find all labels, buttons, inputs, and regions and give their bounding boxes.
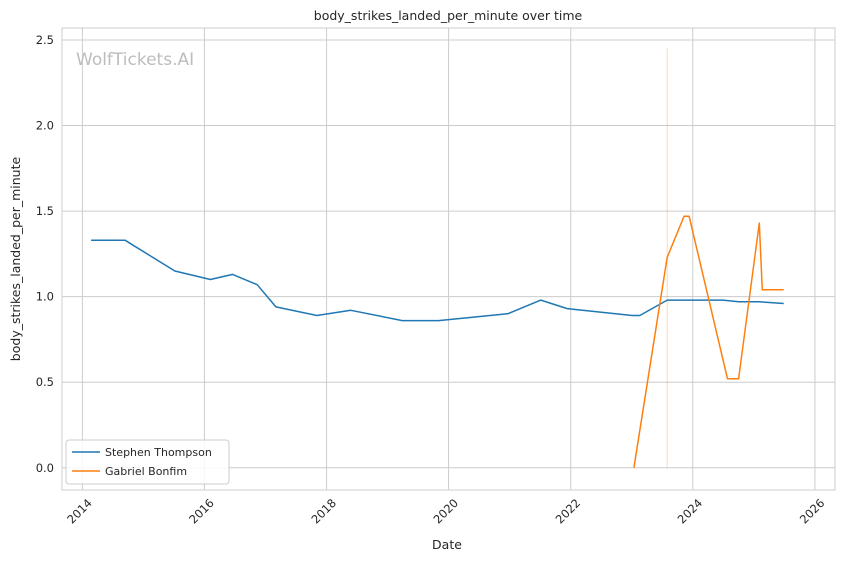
series-line-gabriel-bonfim xyxy=(633,215,784,468)
y-tick-label: 0.5 xyxy=(36,375,54,389)
series-line-stephen-thompson xyxy=(91,239,784,322)
x-axis-label: Date xyxy=(432,537,462,552)
y-tick-label: 0.0 xyxy=(36,461,54,475)
x-tick-labels: 2014 2016 2018 2020 2022 2024 2026 xyxy=(64,496,827,527)
x-tick-label: 2024 xyxy=(675,496,706,527)
y-tick-label: 1.5 xyxy=(36,204,54,218)
x-tick-label: 2014 xyxy=(64,496,95,527)
x-tick-label: 2018 xyxy=(308,496,339,527)
legend-box xyxy=(65,439,230,485)
y-tick-label: 2.0 xyxy=(36,119,54,133)
series-lines xyxy=(91,48,784,468)
x-tick-label: 2026 xyxy=(797,496,828,527)
watermark: WolfTickets.AI xyxy=(76,50,194,70)
legend-label-gabriel-bonfim: Gabriel Bonfim xyxy=(105,465,187,478)
y-axis-label: body_strikes_landed_per_minute xyxy=(8,156,23,361)
y-tick-label: 2.5 xyxy=(36,33,54,47)
x-tick-label: 2016 xyxy=(186,496,217,527)
chart-title: body_strikes_landed_per_minute over time xyxy=(314,8,583,23)
legend-label-stephen-thompson: Stephen Thompson xyxy=(105,446,212,459)
y-tick-labels: 0.0 0.5 1.0 1.5 2.0 2.5 xyxy=(36,33,54,475)
legend: Stephen Thompson Gabriel Bonfim xyxy=(65,439,230,485)
x-tick-label: 2022 xyxy=(553,496,584,527)
y-tick-label: 1.0 xyxy=(36,290,54,304)
x-tick-label: 2020 xyxy=(430,496,461,527)
